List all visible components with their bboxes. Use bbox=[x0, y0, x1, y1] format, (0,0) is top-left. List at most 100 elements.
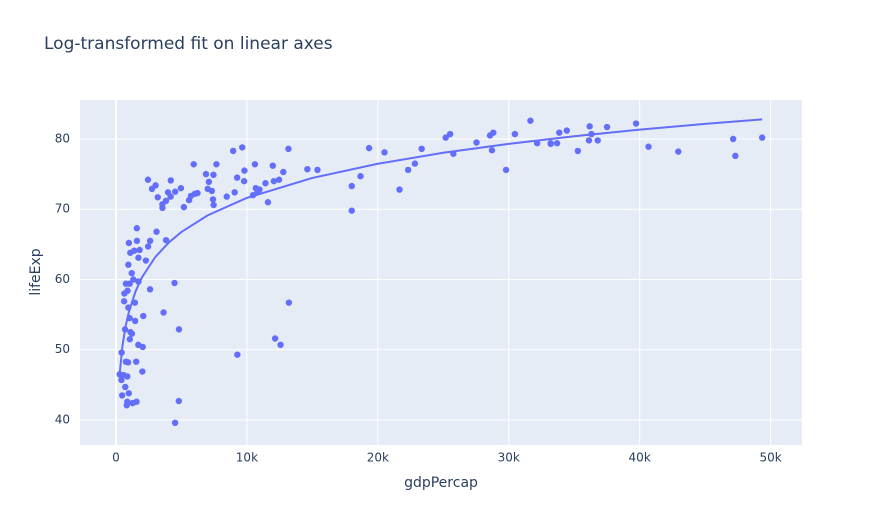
point bbox=[285, 145, 292, 153]
point bbox=[144, 243, 152, 250]
point bbox=[171, 419, 179, 427]
x-tick-label: 10k bbox=[236, 451, 258, 465]
point bbox=[275, 176, 283, 183]
point bbox=[126, 280, 133, 287]
point bbox=[153, 228, 160, 235]
point bbox=[239, 144, 246, 151]
point bbox=[144, 176, 152, 183]
point bbox=[175, 397, 183, 405]
point bbox=[205, 178, 213, 186]
point bbox=[124, 359, 132, 366]
point bbox=[122, 383, 129, 391]
point bbox=[632, 120, 640, 127]
point bbox=[234, 351, 241, 358]
point bbox=[271, 335, 279, 342]
point bbox=[675, 148, 682, 155]
point bbox=[603, 123, 611, 131]
point bbox=[133, 358, 140, 365]
point bbox=[146, 237, 154, 245]
chart-title: Log-transformed fit on linear axes bbox=[44, 34, 333, 54]
point bbox=[277, 341, 284, 349]
point bbox=[162, 236, 170, 244]
point bbox=[202, 170, 210, 178]
point bbox=[136, 246, 143, 254]
point bbox=[262, 180, 269, 187]
point bbox=[502, 166, 510, 174]
point bbox=[128, 269, 135, 277]
point bbox=[280, 168, 287, 176]
x-axis-title: gdpPercap bbox=[404, 475, 478, 491]
point bbox=[187, 192, 195, 200]
point bbox=[223, 193, 230, 200]
point bbox=[511, 130, 519, 138]
point bbox=[139, 368, 146, 375]
point bbox=[126, 336, 134, 343]
point bbox=[240, 177, 248, 185]
point bbox=[231, 189, 238, 196]
point bbox=[348, 207, 355, 214]
x-tick-label: 50k bbox=[759, 451, 781, 465]
x-tick-label: 40k bbox=[629, 451, 651, 465]
point bbox=[135, 254, 142, 261]
point bbox=[146, 286, 154, 293]
point bbox=[160, 309, 167, 316]
point bbox=[264, 199, 272, 206]
y-axis-title: lifeExp bbox=[28, 248, 44, 295]
point bbox=[357, 173, 364, 180]
point bbox=[210, 201, 217, 209]
point bbox=[348, 182, 355, 190]
point bbox=[127, 328, 134, 336]
point bbox=[446, 130, 454, 138]
point bbox=[130, 276, 137, 283]
point bbox=[594, 137, 601, 144]
point bbox=[125, 239, 133, 247]
point bbox=[171, 279, 178, 287]
point bbox=[131, 317, 139, 325]
point bbox=[164, 189, 172, 196]
point bbox=[241, 167, 248, 174]
point bbox=[120, 298, 128, 305]
point bbox=[270, 177, 278, 185]
point bbox=[124, 398, 131, 405]
point bbox=[171, 188, 179, 195]
point bbox=[133, 237, 141, 245]
point bbox=[125, 261, 132, 268]
point bbox=[190, 161, 197, 168]
plot-area bbox=[80, 100, 802, 445]
point bbox=[208, 187, 216, 195]
x-tick-label: 30k bbox=[498, 451, 520, 465]
point bbox=[365, 144, 373, 152]
point bbox=[418, 145, 425, 153]
point bbox=[758, 134, 766, 141]
point bbox=[442, 134, 449, 141]
point bbox=[304, 165, 311, 173]
point bbox=[396, 186, 403, 193]
point bbox=[732, 152, 739, 160]
point bbox=[556, 129, 563, 136]
point bbox=[574, 147, 582, 155]
point bbox=[167, 177, 174, 184]
point bbox=[490, 129, 497, 136]
trendline bbox=[118, 118, 763, 375]
y-tick-label: 60 bbox=[55, 272, 70, 286]
y-tick-label: 50 bbox=[55, 342, 70, 356]
point bbox=[154, 194, 161, 201]
point bbox=[118, 376, 125, 384]
point bbox=[553, 140, 561, 147]
point bbox=[125, 390, 132, 397]
point bbox=[585, 137, 593, 144]
point bbox=[213, 161, 220, 168]
point bbox=[180, 203, 188, 211]
point bbox=[135, 341, 142, 349]
point bbox=[129, 399, 136, 407]
point bbox=[210, 171, 217, 179]
point bbox=[314, 166, 321, 174]
y-tick-label: 40 bbox=[55, 412, 70, 426]
point bbox=[140, 312, 147, 320]
point bbox=[229, 147, 237, 155]
point bbox=[127, 249, 134, 256]
point bbox=[209, 196, 217, 203]
y-tick-label: 80 bbox=[55, 131, 70, 145]
point bbox=[118, 392, 126, 399]
